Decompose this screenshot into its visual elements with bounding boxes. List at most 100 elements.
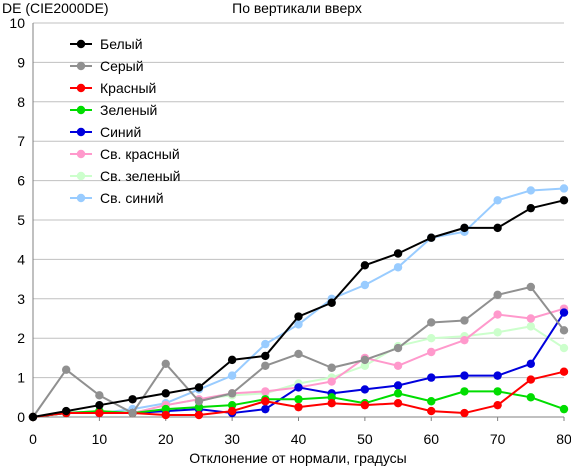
legend-item: Св. зеленый [70, 168, 180, 184]
data-point [460, 316, 469, 325]
data-point [360, 280, 370, 290]
data-point [194, 402, 204, 412]
y-tick-label: 8 [17, 94, 25, 110]
data-point [227, 355, 237, 365]
data-point [95, 400, 104, 410]
y-tick-label: 5 [17, 212, 25, 228]
data-point [161, 410, 170, 420]
y-tick-label: 10 [9, 15, 25, 31]
data-point [526, 322, 536, 331]
legend: Белый Серый Красный Зеленый Синий Св. красный… [70, 36, 180, 206]
data-point [294, 383, 303, 392]
y-axis-title: DE (CIE2000DE) [2, 0, 109, 16]
legend-swatch-marker [76, 193, 86, 203]
data-point [393, 249, 403, 258]
data-point [493, 400, 502, 410]
data-point [360, 361, 370, 370]
data-point [261, 339, 270, 349]
data-point [526, 393, 536, 402]
data-point [393, 361, 403, 370]
data-point [427, 397, 436, 406]
data-point [393, 343, 403, 353]
data-point [493, 310, 502, 319]
data-point [294, 395, 303, 404]
data-point [227, 371, 237, 380]
x-tick-label: 70 [490, 431, 506, 447]
data-point [460, 335, 469, 345]
data-point [493, 328, 502, 337]
data-point [427, 318, 436, 327]
legend-swatch-marker [76, 171, 86, 181]
data-point [261, 387, 270, 396]
legend-label: Св. синий [100, 190, 164, 206]
data-point [128, 395, 137, 404]
data-point [327, 393, 336, 402]
data-point [526, 359, 536, 369]
y-tick-label: 1 [17, 370, 25, 386]
data-point [261, 361, 270, 370]
data-point [493, 371, 502, 380]
data-point [493, 196, 502, 205]
data-point [559, 404, 569, 414]
data-point [360, 261, 370, 270]
data-point [227, 389, 237, 398]
legend-item: Синий [70, 124, 141, 140]
legend-swatch-marker [76, 83, 86, 93]
data-point [327, 377, 336, 386]
legend-swatch-marker [76, 149, 86, 159]
data-point [493, 223, 502, 233]
data-point [294, 402, 303, 412]
data-point [460, 371, 469, 380]
data-point [294, 349, 303, 359]
legend-swatch-marker [76, 127, 86, 137]
x-tick-label: 80 [556, 431, 571, 447]
legend-swatch-marker [76, 105, 86, 115]
data-point [360, 385, 370, 394]
data-point [526, 375, 536, 384]
legend-label: Красный [100, 80, 156, 96]
legend-swatch-marker [76, 39, 86, 49]
data-point [559, 326, 569, 335]
y-tick-label: 9 [17, 54, 25, 70]
data-point [261, 404, 270, 414]
x-axis-title: Отклонение от нормали, градусы [189, 450, 406, 466]
data-point [559, 308, 569, 317]
legend-label: Св. зеленый [100, 168, 180, 184]
legend-item: Белый [70, 36, 143, 52]
x-tick-label: 30 [224, 431, 240, 447]
data-point [460, 408, 469, 418]
x-tick-label: 20 [158, 431, 174, 447]
data-point [559, 343, 569, 353]
data-point [393, 389, 403, 398]
y-tick-label: 4 [17, 251, 25, 267]
data-point [559, 196, 569, 205]
legend-item: Серый [70, 58, 144, 74]
y-tick-label: 0 [17, 409, 25, 425]
data-point [526, 186, 536, 195]
data-point [526, 203, 536, 213]
x-tick-labels: 0 10 20 30 40 50 60 70 80 [29, 431, 571, 447]
data-point [460, 223, 469, 233]
data-point [526, 282, 536, 292]
legend-label: Зеленый [100, 102, 157, 118]
x-tick-label: 40 [291, 431, 307, 447]
chart-title: По вертикали вверх [232, 0, 362, 16]
data-point [128, 408, 137, 418]
data-point [261, 397, 270, 406]
data-point [360, 355, 370, 365]
series-layer [28, 184, 569, 422]
data-point [427, 406, 436, 416]
data-point [526, 314, 536, 323]
legend-item: Красный [70, 80, 156, 96]
y-tick-labels: 0 1 2 3 4 5 6 7 8 9 10 [9, 15, 25, 425]
grid-lines [33, 22, 564, 379]
series-2 [28, 282, 569, 422]
data-point [194, 383, 204, 392]
data-point [194, 397, 204, 406]
data-point [427, 233, 436, 242]
data-point [194, 410, 204, 420]
legend-item: Св. красный [70, 146, 180, 162]
data-point [95, 391, 104, 400]
data-point [559, 184, 569, 193]
